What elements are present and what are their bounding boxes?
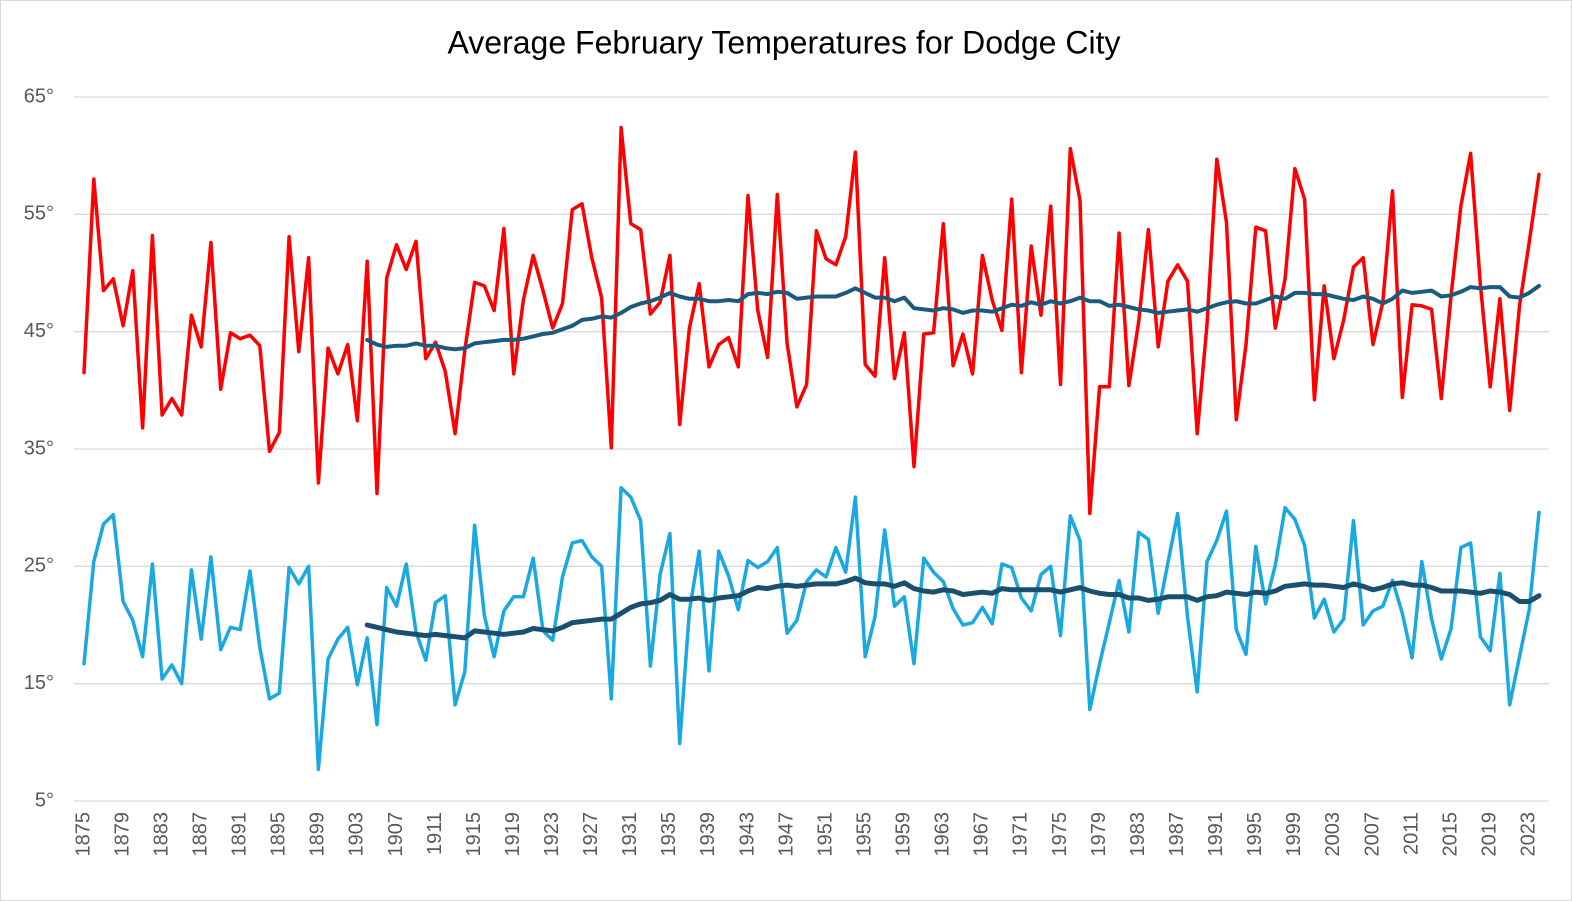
series-line [364, 575, 1542, 641]
x-tick-label: 2003 [1322, 812, 1344, 857]
y-tick-label: 25° [24, 555, 54, 577]
x-tick-label: 2023 [1518, 812, 1540, 857]
x-tick-label: 1991 [1205, 812, 1227, 857]
x-tick-label: 1987 [1166, 812, 1188, 857]
x-tick-label: 2015 [1439, 812, 1461, 857]
x-tick-label: 1963 [932, 812, 954, 857]
y-tick-label: 55° [24, 203, 54, 225]
y-tick-label: 45° [24, 320, 54, 342]
x-tick-label: 1907 [385, 812, 407, 857]
series-line [365, 283, 1541, 352]
x-tick-label: 1911 [424, 812, 446, 855]
x-tick-label: 1983 [1127, 812, 1149, 857]
x-tick-label: 1903 [346, 812, 368, 857]
x-tick-label: 1931 [619, 812, 641, 857]
y-tick-label: 35° [24, 437, 54, 459]
x-tick-label: 1979 [1088, 812, 1110, 857]
x-tick-label: 2019 [1478, 812, 1500, 857]
x-tick-label: 1939 [697, 812, 719, 857]
x-tick-label: 1995 [1244, 812, 1266, 857]
x-tick-label: 1923 [541, 812, 563, 857]
x-tick-label: 1927 [580, 812, 602, 857]
x-tick-label: 1875 [72, 812, 94, 857]
x-tick-label: 1951 [814, 812, 836, 857]
x-tick-label: 1947 [775, 812, 797, 857]
x-tick-label: 1891 [229, 812, 251, 857]
y-tick-label: 15° [24, 672, 54, 694]
x-tick-label: 1915 [463, 812, 485, 857]
x-tick-label: 1967 [971, 812, 993, 857]
x-tick-label: 1999 [1283, 812, 1305, 857]
series-line [82, 485, 1541, 772]
x-tick-label: 1935 [658, 812, 680, 857]
y-tick-label: 5° [35, 789, 54, 811]
x-tick-label: 1879 [111, 812, 133, 857]
x-tick-label: 1919 [502, 812, 524, 857]
series-line [82, 125, 1541, 516]
x-tick-label: 1971 [1010, 812, 1032, 857]
x-tick-label: 1895 [268, 812, 290, 857]
chart-title: Average February Temperatures for Dodge … [448, 24, 1121, 60]
x-tick-label: 2007 [1361, 812, 1383, 857]
x-tick-label: 2011 [1400, 812, 1422, 855]
x-tick-label: 1899 [307, 812, 329, 857]
y-tick-label: 65° [24, 85, 54, 107]
x-tick-label: 1959 [893, 812, 915, 857]
x-tick-label: 1943 [736, 812, 758, 857]
x-tick-label: 1887 [189, 812, 211, 857]
x-tick-label: 1975 [1049, 812, 1071, 857]
x-tick-label: 1883 [150, 812, 172, 857]
x-tick-label: 1955 [853, 812, 875, 857]
